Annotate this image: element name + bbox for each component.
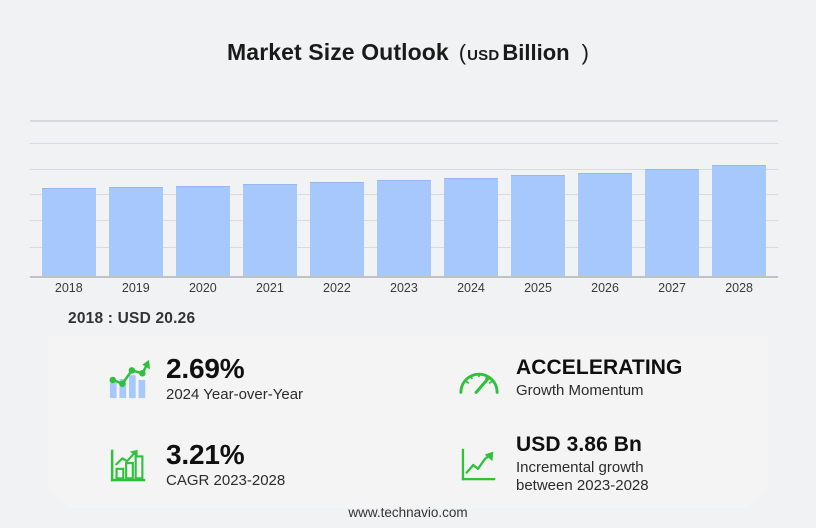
stat-label: Incremental growth between 2023-2028	[516, 458, 649, 495]
title-open-paren: (	[458, 40, 467, 65]
stat-label: CAGR 2023-2028	[166, 471, 286, 489]
bar-2023[interactable]	[377, 180, 431, 276]
bar-chart-arrow-icon	[106, 444, 152, 486]
header: Market Size Outlook ( USD Billion )	[0, 0, 816, 105]
bar-series	[30, 121, 778, 276]
header-divider	[30, 120, 778, 121]
bar-slot	[645, 121, 699, 276]
stat-label: Growth Momentum	[516, 381, 644, 399]
bar-2025[interactable]	[511, 175, 565, 276]
x-tick-2022: 2022	[323, 281, 351, 295]
page-title: Market Size Outlook ( USD Billion )	[227, 39, 589, 66]
stat-value: 3.21%	[166, 438, 245, 470]
stat-text: ACCELERATING Growth Momentum	[516, 357, 682, 400]
bar-2022[interactable]	[310, 182, 364, 276]
bar-2019[interactable]	[109, 187, 163, 276]
gridline	[30, 143, 778, 144]
speedometer-icon	[456, 358, 502, 400]
title-unit: Billion	[502, 40, 570, 65]
stat-card-2: 3.21% CAGR 2023-2028	[48, 422, 408, 508]
gridline	[30, 169, 778, 170]
bar-slot	[578, 121, 632, 276]
stat-card-0: 2.69% 2024 Year-over-Year	[48, 336, 408, 422]
title-text: Market Size Outlook	[227, 39, 449, 65]
x-tick-2028: 2028	[725, 281, 753, 295]
stat-value: 2.69%	[166, 352, 245, 384]
x-tick-2020: 2020	[188, 281, 217, 295]
stat-text: 3.21% CAGR 2023-2028	[166, 438, 286, 491]
stat-card-1: ACCELERATING Growth Momentum	[408, 336, 768, 422]
gridline	[30, 121, 778, 122]
bar-2028[interactable]	[712, 165, 766, 276]
line-chart-growth-icon	[106, 358, 152, 400]
x-tick-2023: 2023	[390, 281, 418, 295]
footer-url: www.technavio.com	[348, 505, 468, 520]
x-tick-2024: 2024	[457, 281, 485, 295]
trend-line-icon	[456, 444, 502, 486]
x-tick-2019: 2019	[121, 281, 150, 295]
stat-card-3: USD 3.86 Bn Incremental growth between 20…	[408, 422, 768, 508]
bar-slot	[310, 121, 364, 276]
bar-2026[interactable]	[578, 173, 632, 276]
bar-2024[interactable]	[444, 178, 498, 276]
bar-slot	[42, 121, 96, 276]
bar-slot	[176, 121, 230, 276]
stat-text: 2.69% 2024 Year-over-Year	[166, 352, 304, 405]
axis-baseline	[30, 276, 778, 278]
bar-chart	[30, 121, 778, 278]
bar-slot	[444, 121, 498, 276]
x-tick-2025: 2025	[524, 281, 552, 295]
stats-grid: 2.69% 2024 Year-over-Year ACCELERATING Grow…	[48, 336, 768, 508]
bar-slot	[712, 121, 766, 276]
stat-value: USD 3.86 Bn	[516, 432, 642, 456]
bar-slot	[109, 121, 163, 276]
x-tick-2026: 2026	[591, 281, 619, 295]
bar-slot	[243, 121, 297, 276]
stat-value: ACCELERATING	[516, 356, 683, 380]
stats-panel-background	[48, 336, 768, 508]
stat-label: 2024 Year-over-Year	[166, 385, 304, 403]
bar-2018[interactable]	[42, 188, 96, 276]
x-axis-labels: 2018 2019 2020 2021 2022 2023 2024 2025 2026 2027…	[30, 281, 778, 295]
stat-text: USD 3.86 Bn Incremental growth between 20…	[516, 432, 649, 496]
bar-2027[interactable]	[645, 169, 699, 276]
bar-2020[interactable]	[176, 186, 230, 276]
bar-2021[interactable]	[243, 184, 297, 276]
title-currency: USD	[467, 47, 500, 64]
x-tick-2018: 2018	[54, 281, 83, 295]
x-tick-2027: 2027	[658, 281, 686, 295]
title-close-paren: )	[581, 40, 589, 65]
x-tick-2021: 2021	[255, 281, 284, 295]
bar-slot	[511, 121, 565, 276]
bar-slot	[377, 121, 431, 276]
base-year-note: 2018 : USD 20.26	[68, 310, 196, 327]
